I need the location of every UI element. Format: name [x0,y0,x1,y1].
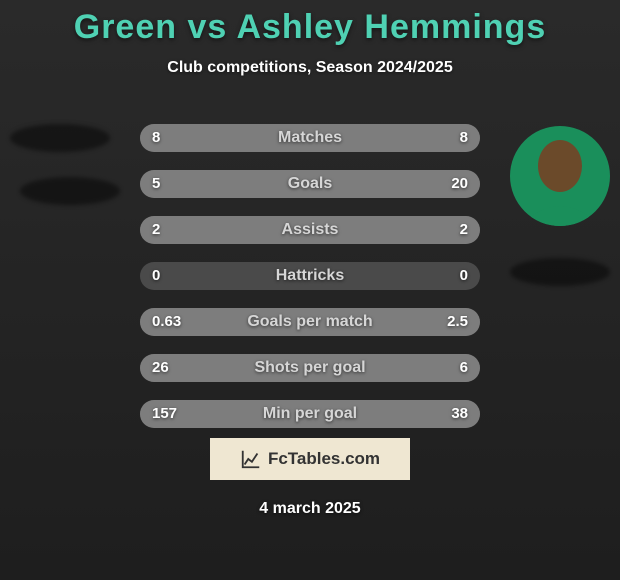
stat-row: Shots per goal26 6 [140,354,480,382]
stat-label: Goals [140,170,480,198]
avatar-shadow-left-1 [10,124,110,152]
stat-label: Assists [140,216,480,244]
stat-value-left: 0 [152,262,160,290]
stat-value-right: 2 [460,216,468,244]
stat-value-right: 20 [451,170,468,198]
stat-value-right: 2.5 [447,308,468,336]
stat-value-right: 8 [460,124,468,152]
stat-label: Shots per goal [140,354,480,382]
stat-row: Goals per match0.63 2.5 [140,308,480,336]
stat-label: Hattricks [140,262,480,290]
subtitle: Club competitions, Season 2024/2025 [0,59,620,77]
player-avatar-right [510,126,610,226]
stat-row: Goals5 20 [140,170,480,198]
footer-date: 4 march 2025 [0,500,620,518]
stat-value-left: 157 [152,400,177,428]
stat-value-right: 38 [451,400,468,428]
chart-icon [240,448,262,470]
avatar-shadow-left-2 [20,177,120,205]
stat-value-left: 8 [152,124,160,152]
stat-row: Hattricks0 0 [140,262,480,290]
stat-row: Assists2 2 [140,216,480,244]
stat-label: Min per goal [140,400,480,428]
stat-value-right: 0 [460,262,468,290]
stat-row: Matches8 8 [140,124,480,152]
stat-row: Min per goal157 38 [140,400,480,428]
page-title: Green vs Ashley Hemmings [0,8,620,47]
avatar-shadow-right [510,258,610,286]
stat-value-left: 5 [152,170,160,198]
avatar-right-image [510,126,610,226]
comparison-infographic: Green vs Ashley Hemmings Club competitio… [0,0,620,580]
stat-label: Goals per match [140,308,480,336]
stat-value-left: 26 [152,354,169,382]
stat-label: Matches [140,124,480,152]
stat-value-left: 0.63 [152,308,181,336]
comparison-bars: Matches8 8 Goals5 20 Assists2 2 Hattricks0 0 Goa… [140,124,480,446]
stat-value-left: 2 [152,216,160,244]
source-logo: FcTables.com [210,438,410,480]
stat-value-right: 6 [460,354,468,382]
logo-text: FcTables.com [268,449,380,469]
